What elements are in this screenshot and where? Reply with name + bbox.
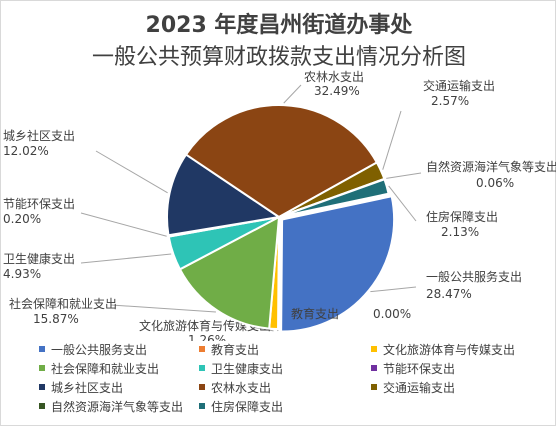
legend-label: 教育支出 [211,342,260,357]
legend-swatch [39,384,45,390]
chart-title-line2: 一般公共预算财政拨款支出情况分析图 [91,45,466,70]
slice-value-label: 0.00% [373,307,411,321]
pie-slice [280,195,396,333]
slice-value-label: 15.87% [33,312,79,326]
legend-label: 节能环保支出 [383,361,456,376]
slice-category-label: 城乡社区支出 [3,128,75,143]
legend-label: 城乡社区支出 [51,380,124,395]
legend-swatch [199,384,205,390]
legend-label: 卫生健康支出 [211,361,284,376]
leader-line [95,150,168,194]
leader-line [386,172,422,179]
legend-label: 一般公共服务支出 [51,342,148,357]
legend-item: 交通运输支出 [371,379,539,395]
legend-swatch [39,365,45,371]
slice-category-label: 节能环保支出 [3,197,75,211]
slice-category-label: 卫生健康支出 [3,251,75,266]
slice-value-label: 1.26% [188,333,226,341]
pie-slice [178,215,281,330]
slice-value-label: 28.47% [426,287,472,301]
legend-swatch [371,365,377,371]
leader-line [283,84,302,104]
legend-item: 教育支出 [199,341,371,357]
leader-line [370,286,417,293]
legend-swatch [199,346,205,352]
slice-value-label: 2.13% [441,225,479,239]
slice-value-label: 32.49% [314,84,360,98]
legend-item: 社会保障和就业支出 [39,360,199,376]
slice-value-label: 0.06% [476,176,514,190]
legend-item: 文化旅游体育与传媒支出 [371,341,539,357]
legend-label: 社会保障和就业支出 [51,361,160,376]
legend-item: 自然资源海洋气象等支出 [39,398,199,414]
legend-swatch [371,384,377,390]
slice-value-label: 2.57% [431,94,469,108]
slice-value-label: 4.93% [3,267,41,281]
legend-swatch [199,403,205,409]
leader-line [110,304,216,313]
slice-value-label: 12.02% [3,144,49,158]
slice-value-label: 0.20% [3,212,41,226]
pie-slice [278,178,390,218]
leader-line [80,253,172,264]
legend-label: 住房保障支出 [211,399,284,414]
slice-category-label: 住房保障支出 [426,209,498,224]
legend-swatch [39,346,45,352]
chart-legend: 一般公共服务支出 教育支出 文化旅游体育与传媒支出社会保障和就业支出 卫生健康支出 节能… [39,341,539,414]
legend-swatch [371,346,377,352]
slice-category-label: 自然资源海洋气象等支出 [426,159,556,174]
legend-label: 自然资源海洋气象等支出 [51,399,184,414]
leader-line [388,185,417,222]
leader-line [250,326,274,332]
legend-item: 住房保障支出 [199,398,371,414]
legend-label: 文化旅游体育与传媒支出 [383,342,516,357]
legend-swatch [199,365,205,371]
legend-item: 农林水支出 [199,379,371,395]
leader-line [80,212,167,237]
slice-category-label: 一般公共服务支出 [426,269,522,284]
legend-label: 农林水支出 [211,380,272,395]
legend-swatch [39,403,45,409]
slice-category-label: 社会保障和就业支出 [9,296,117,311]
chart-title-line1: 2023 年度昌州街道办事处 [145,13,413,38]
legend-item: 节能环保支出 [371,360,539,376]
legend-item: 城乡社区支出 [39,379,199,395]
slice-category-label: 交通运输支出 [423,78,495,93]
legend-label: 交通运输支出 [383,380,456,395]
slice-category-label: 教育支出 [291,306,339,321]
pie-slice [166,153,282,237]
legend-item: 卫生健康支出 [199,360,371,376]
leader-line [382,110,402,170]
slice-category-label: 农林水支出 [304,70,364,84]
legend-item: 一般公共服务支出 [39,341,199,357]
